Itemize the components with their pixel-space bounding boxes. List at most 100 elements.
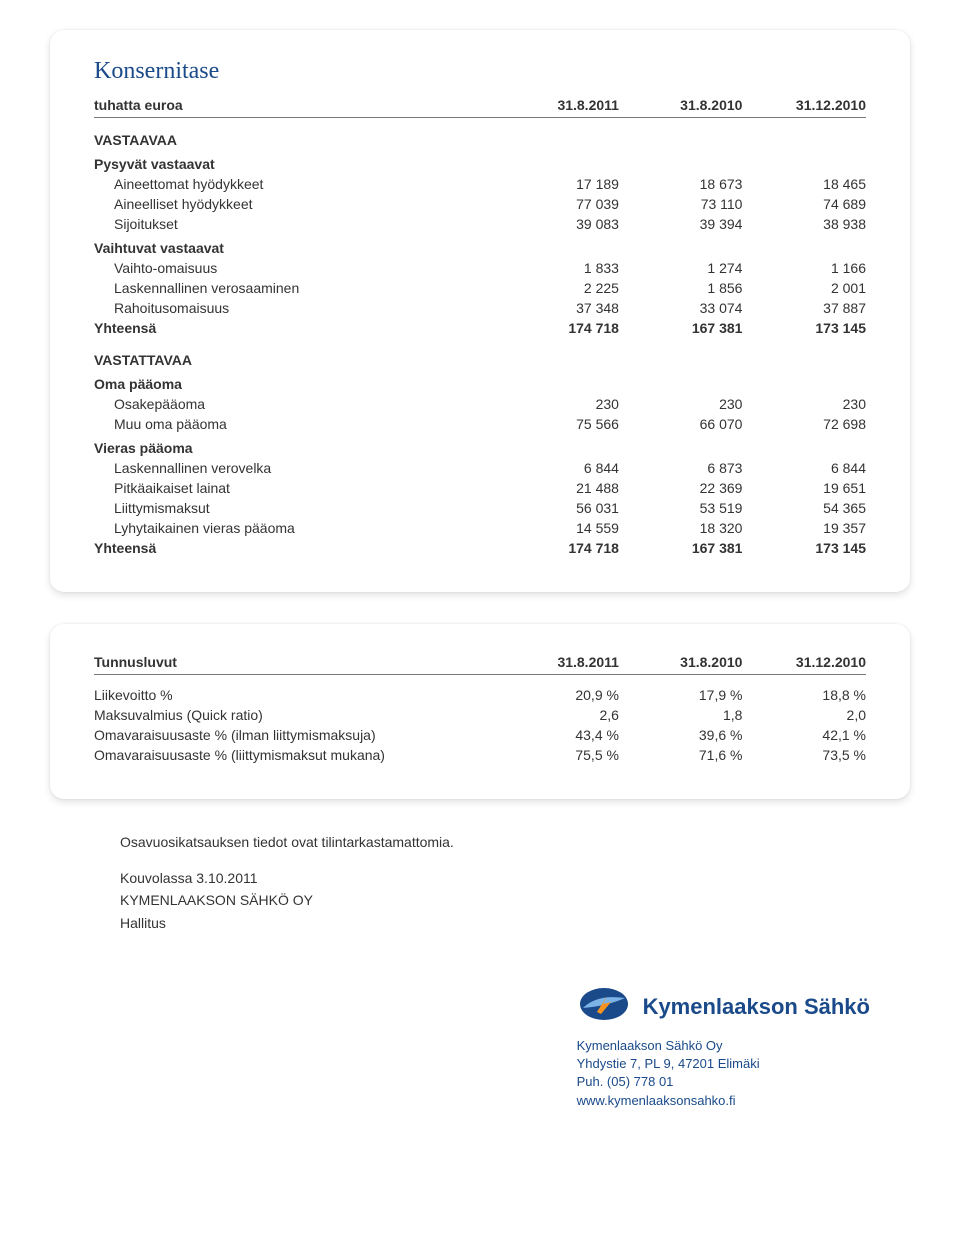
row-value: 230: [619, 394, 743, 414]
table-row: Aineelliset hyödykkeet77 03973 11074 689: [94, 194, 866, 214]
row-label: Omavaraisuusaste % (liittymismaksut muka…: [94, 745, 495, 765]
row-value: 17,9 %: [619, 685, 743, 705]
col-date: 31.8.2010: [619, 652, 743, 675]
subsection-row: Pysyvät vastaavat: [94, 150, 866, 174]
ratios-table: Tunnusluvut 31.8.2011 31.8.2010 31.12.20…: [94, 652, 866, 765]
table-row: Maksuvalmius (Quick ratio)2,61,82,0: [94, 705, 866, 725]
row-label: Pitkäaikaiset lainat: [94, 478, 495, 498]
row-value: 1 274: [619, 258, 743, 278]
table-row: Aineettomat hyödykkeet17 18918 67318 465: [94, 174, 866, 194]
row-value: 21 488: [495, 478, 619, 498]
balance-sheet-card: Konsernitase tuhatta euroa 31.8.2011 31.…: [50, 30, 910, 592]
row-value: 6 873: [619, 458, 743, 478]
subsection-label: Oma pääoma: [94, 370, 866, 394]
col-date: 31.12.2010: [742, 95, 866, 118]
row-value: 2 225: [495, 278, 619, 298]
row-value: 18,8 %: [742, 685, 866, 705]
brand-phone: Puh. (05) 778 01: [577, 1073, 870, 1091]
row-value: 1 166: [742, 258, 866, 278]
table-row: Liikevoitto %20,9 %17,9 %18,8 %: [94, 685, 866, 705]
col-date: 31.12.2010: [742, 652, 866, 675]
row-value: 1 833: [495, 258, 619, 278]
row-label: Vaihto-omaisuus: [94, 258, 495, 278]
row-value: 39 083: [495, 214, 619, 234]
table-row: Liittymismaksut56 03153 51954 365: [94, 498, 866, 518]
subsection-row: Vaihtuvat vastaavat: [94, 234, 866, 258]
table-header-row: tuhatta euroa 31.8.2011 31.8.2010 31.12.…: [94, 95, 866, 118]
table-row: Vaihto-omaisuus1 8331 2741 166: [94, 258, 866, 278]
col-date: 31.8.2011: [495, 95, 619, 118]
total-value: 174 718: [495, 318, 619, 338]
row-label: Muu oma pääoma: [94, 414, 495, 434]
row-value: 14 559: [495, 518, 619, 538]
row-value: 75,5 %: [495, 745, 619, 765]
row-value: 71,6 %: [619, 745, 743, 765]
row-value: 2,6: [495, 705, 619, 725]
brand-url: www.kymenlaaksonsahko.fi: [577, 1092, 870, 1110]
row-value: 230: [742, 394, 866, 414]
col-label: Tunnusluvut: [94, 652, 495, 675]
row-value: 19 651: [742, 478, 866, 498]
table-row: Omavaraisuusaste % (liittymismaksut muka…: [94, 745, 866, 765]
total-row: Yhteensä174 718167 381173 145: [94, 318, 866, 338]
table-row: Sijoitukset39 08339 39438 938: [94, 214, 866, 234]
row-value: 230: [495, 394, 619, 414]
row-value: 37 348: [495, 298, 619, 318]
row-value: 6 844: [742, 458, 866, 478]
row-label: Osakepääoma: [94, 394, 495, 414]
card-title: Konsernitase: [94, 58, 866, 85]
table-row: Laskennallinen verovelka6 8446 8736 844: [94, 458, 866, 478]
row-value: 2 001: [742, 278, 866, 298]
footer-company: KYMENLAAKSON SÄHKÖ OY: [120, 889, 910, 911]
table-row: Muu oma pääoma75 56666 07072 698: [94, 414, 866, 434]
col-date: 31.8.2011: [495, 652, 619, 675]
col-label: tuhatta euroa: [94, 95, 495, 118]
row-label: Laskennallinen verosaaminen: [94, 278, 495, 298]
total-value: 167 381: [619, 318, 743, 338]
brand-company: Kymenlaakson Sähkö Oy: [577, 1037, 870, 1055]
row-label: Lyhytaikainen vieras pääoma: [94, 518, 495, 538]
row-label: Sijoitukset: [94, 214, 495, 234]
row-label: Laskennallinen verovelka: [94, 458, 495, 478]
total-value: 173 145: [742, 538, 866, 558]
row-label: Aineettomat hyödykkeet: [94, 174, 495, 194]
footer-block: Osavuosikatsauksen tiedot ovat tilintark…: [120, 831, 910, 935]
footer-note: Osavuosikatsauksen tiedot ovat tilintark…: [120, 831, 910, 853]
row-value: 39 394: [619, 214, 743, 234]
subsection-row: Vieras pääoma: [94, 434, 866, 458]
row-value: 1 856: [619, 278, 743, 298]
table-row: Osakepääoma230230230: [94, 394, 866, 414]
row-value: 43,4 %: [495, 725, 619, 745]
row-label: Aineelliset hyödykkeet: [94, 194, 495, 214]
table-row: Pitkäaikaiset lainat21 48822 36919 651: [94, 478, 866, 498]
row-value: 6 844: [495, 458, 619, 478]
row-value: 37 887: [742, 298, 866, 318]
row-value: 39,6 %: [619, 725, 743, 745]
total-value: 173 145: [742, 318, 866, 338]
table-row: Omavaraisuusaste % (ilman liittymismaksu…: [94, 725, 866, 745]
footer-place-date: Kouvolassa 3.10.2011: [120, 867, 910, 889]
subsection-label: Pysyvät vastaavat: [94, 150, 866, 174]
row-value: 18 465: [742, 174, 866, 194]
row-value: 75 566: [495, 414, 619, 434]
row-value: 42,1 %: [742, 725, 866, 745]
row-value: 20,9 %: [495, 685, 619, 705]
row-value: 74 689: [742, 194, 866, 214]
row-value: 54 365: [742, 498, 866, 518]
row-value: 1,8: [619, 705, 743, 725]
row-value: 77 039: [495, 194, 619, 214]
total-value: 174 718: [495, 538, 619, 558]
subsection-label: Vieras pääoma: [94, 434, 866, 458]
total-row: Yhteensä174 718167 381173 145: [94, 538, 866, 558]
brand-street: Yhdystie 7, PL 9, 47201 Elimäki: [577, 1055, 870, 1073]
row-value: 56 031: [495, 498, 619, 518]
row-value: 2,0: [742, 705, 866, 725]
row-value: 18 320: [619, 518, 743, 538]
row-value: 38 938: [742, 214, 866, 234]
row-label: Maksuvalmius (Quick ratio): [94, 705, 495, 725]
row-value: 73 110: [619, 194, 743, 214]
row-value: 19 357: [742, 518, 866, 538]
row-value: 66 070: [619, 414, 743, 434]
section-head-label: VASTATTAVAA: [94, 338, 866, 370]
row-value: 22 369: [619, 478, 743, 498]
